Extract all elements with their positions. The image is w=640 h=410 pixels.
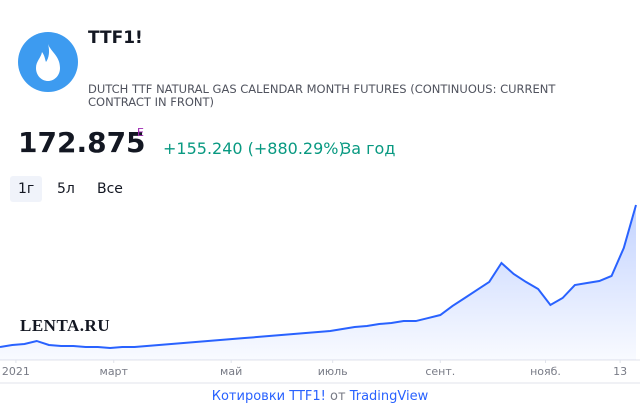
footer-by: от (330, 389, 346, 404)
range-button[interactable]: Все (97, 181, 123, 197)
x-tick-label: июль (318, 365, 348, 378)
period: За год (341, 139, 396, 158)
description: DUTCH TTF NATURAL GAS CALENDAR MONTH FUT… (88, 82, 556, 109)
x-tick-label: сент. (425, 365, 455, 378)
footer-source[interactable]: TradingView (349, 389, 429, 404)
x-tick-label: март (100, 365, 129, 378)
watermark: LENTA.RU (20, 316, 111, 335)
x-tick-label: 13 (613, 365, 627, 378)
chart: 2021 март май июль сент. нояб. 13 (0, 204, 640, 384)
change: +155.240 (+880.29%) (163, 139, 345, 158)
price: 172.875 (18, 126, 146, 159)
symbol[interactable]: TTF1! (88, 28, 143, 48)
range-button[interactable]: 1г (10, 176, 43, 202)
line (0, 204, 637, 350)
logo (18, 32, 78, 92)
x-tick-label: 2021 (2, 365, 30, 378)
range-button[interactable]: 5л (57, 181, 75, 197)
footer: Котировки TTF1! от TradingView (0, 389, 640, 404)
currency: E (137, 126, 144, 139)
footer-link[interactable]: Котировки TTF1! (211, 389, 326, 404)
x-tick-label: нояб. (530, 365, 561, 378)
x-tick-label: май (220, 365, 242, 378)
area (0, 205, 636, 360)
